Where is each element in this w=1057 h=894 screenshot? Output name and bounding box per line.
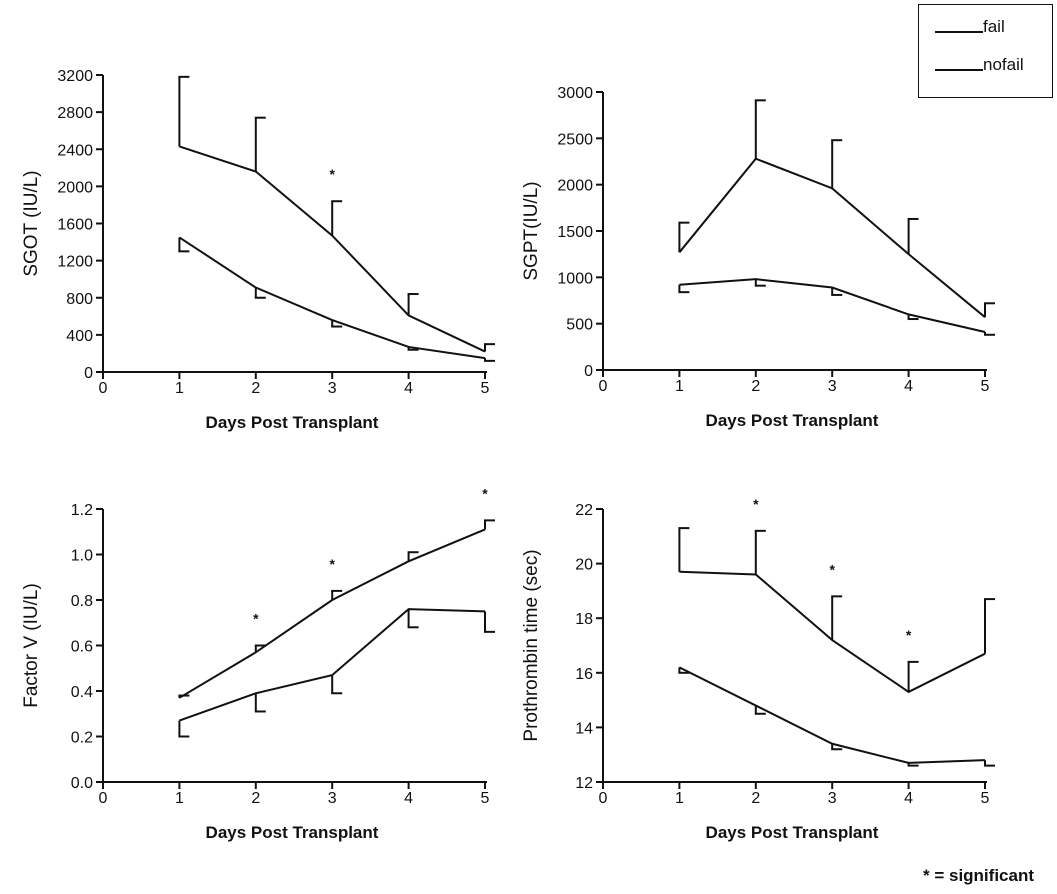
- panel-1-y-tick-label: 2400: [57, 142, 93, 159]
- panel-3-y-tick-label: 0.6: [71, 639, 93, 656]
- panel-3-significance-marker: *: [253, 611, 259, 627]
- panel-4-significance-marker: *: [753, 496, 759, 512]
- panel-4-y-axis-title: Prothrombin time (sec): [521, 549, 542, 741]
- panel-3-y-tick-label: 0.2: [71, 730, 93, 747]
- panel-2-y-tick-label: 500: [566, 317, 593, 334]
- panel-3-x-tick-label: 2: [251, 790, 260, 807]
- panel-3-series-line-nofail: [179, 608, 486, 722]
- panel-2-x-tick-label: 3: [828, 378, 837, 395]
- panel-3-y-axis-title: Factor V (IU/L): [21, 583, 42, 708]
- panel-2-y-tick-label: 3000: [557, 85, 593, 102]
- panel-1-x-tick-label: 5: [481, 380, 490, 397]
- panel-2-y-tick-label: 1500: [557, 224, 593, 241]
- panel-1-y-tick-label: 2000: [57, 179, 93, 196]
- panel-4-x-axis-title: Days Post Transplant: [706, 823, 879, 842]
- panel-4-x-tick-label: 3: [828, 790, 837, 807]
- panel-2-x-tick-label: 1: [675, 378, 684, 395]
- panel-2-y-tick-label: 2500: [557, 131, 593, 148]
- panel-4-x-tick-label: 2: [751, 790, 760, 807]
- panel-1-y-tick-label: 400: [66, 328, 93, 345]
- panel-3-y-tick-label: 1.0: [71, 548, 93, 565]
- panel-2-x-tick-label: 0: [599, 378, 608, 395]
- legend-swatch-nofail: [935, 69, 983, 71]
- panel-1-y-tick-label: 1200: [57, 254, 93, 271]
- panel-3-y-tick-label: 0.4: [71, 684, 93, 701]
- panel-4-x-tick-label: 0: [599, 790, 608, 807]
- panel-3-y-tick-label: 0.0: [71, 775, 93, 792]
- panel-3-x-axis-title: Days Post Transplant: [206, 823, 379, 842]
- panel-3-significance-marker: *: [482, 485, 488, 501]
- panel-1-x-tick-label: 4: [404, 380, 413, 397]
- panel-1-significance-marker: *: [329, 166, 335, 182]
- panel-2-x-tick-label: 5: [981, 378, 990, 395]
- panel-4-y-tick-label: 14: [575, 720, 593, 737]
- panel-2-x-tick-label: 2: [751, 378, 760, 395]
- legend-label-nofail: nofail: [983, 55, 1024, 74]
- panel-1-x-tick-label: 0: [99, 380, 108, 397]
- panel-3-x-tick-label: 5: [481, 790, 490, 807]
- panel-4-significance-marker: *: [829, 561, 835, 577]
- panel-4-y-tick-label: 12: [575, 775, 593, 792]
- panel-3-series-line-fail: [178, 528, 486, 699]
- panel-1-y-tick-label: 3200: [57, 68, 93, 85]
- panel-2-x-tick-label: 4: [904, 378, 913, 395]
- panel-3-y-tick-label: 1.2: [71, 502, 93, 519]
- significance-footnote: * = significant: [923, 866, 1034, 885]
- panel-1-x-tick-label: 2: [251, 380, 260, 397]
- panel-1-y-tick-label: 800: [66, 291, 93, 308]
- panel-2-y-tick-label: 1000: [557, 270, 593, 287]
- panel-1-y-tick-label: 2800: [57, 105, 93, 122]
- panel-3-x-tick-label: 1: [175, 790, 184, 807]
- panel-4-significance-marker: *: [906, 627, 912, 643]
- panel-1-x-tick-label: 1: [175, 380, 184, 397]
- panel-4-y-tick-label: 22: [575, 502, 593, 519]
- panel-2-series-line-nofail: [679, 278, 986, 333]
- panel-3-y-tick-label: 0.8: [71, 593, 93, 610]
- panel-2-y-tick-label: 0: [584, 363, 593, 380]
- panel-3-x-tick-label: 3: [328, 790, 337, 807]
- legend-label-fail: fail: [983, 17, 1005, 36]
- panel-1-y-axis-title: SGOT (IU/L): [21, 170, 42, 276]
- panel-1-series-line-nofail: [178, 236, 486, 360]
- panel-2-x-axis-title: Days Post Transplant: [706, 411, 879, 430]
- legend-entry-fail: fail: [935, 15, 1005, 37]
- panel-4-x-tick-label: 4: [904, 790, 913, 807]
- legend-swatch-fail: [935, 31, 983, 33]
- panel-1-x-axis-title: Days Post Transplant: [206, 413, 379, 432]
- panel-3-x-tick-label: 0: [99, 790, 108, 807]
- legend-entry-nofail: nofail: [935, 53, 1024, 75]
- panel-1-y-tick-label: 0: [84, 365, 93, 382]
- panel-4-y-tick-label: 16: [575, 666, 593, 683]
- panel-4-y-tick-label: 18: [575, 611, 593, 628]
- panel-3-x-tick-label: 4: [404, 790, 413, 807]
- panel-4-x-tick-label: 5: [981, 790, 990, 807]
- panel-4-y-tick-label: 20: [575, 557, 593, 574]
- panel-4-x-tick-label: 1: [675, 790, 684, 807]
- panel-2-y-tick-label: 2000: [557, 178, 593, 195]
- panel-3-significance-marker: *: [329, 556, 335, 572]
- panel-1-x-tick-label: 3: [328, 380, 337, 397]
- panel-1-y-tick-label: 1600: [57, 217, 93, 234]
- legend: fail nofail: [918, 4, 1053, 98]
- panel-2-y-axis-title: SGPT(IU/L): [521, 181, 542, 280]
